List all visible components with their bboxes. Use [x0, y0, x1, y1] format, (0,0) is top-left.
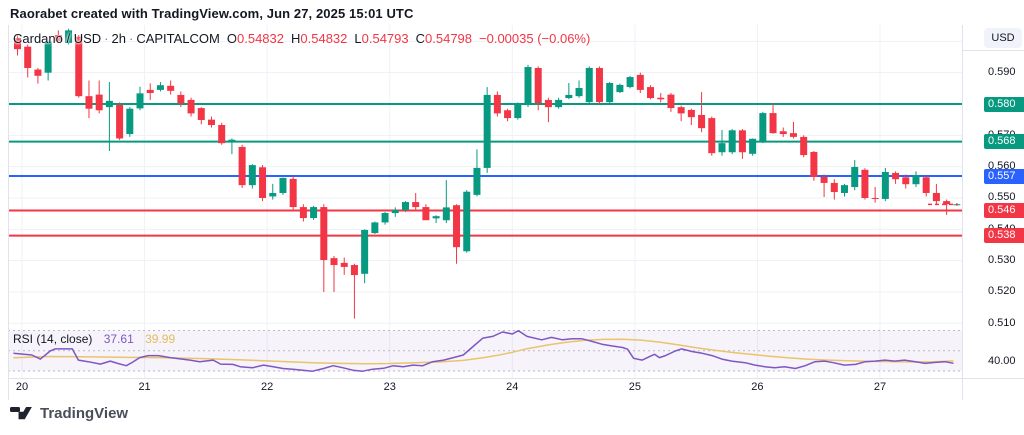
ohlc-values: O0.54832 H0.54832 L0.54793 C0.54798: [220, 31, 472, 46]
exchange-label: CAPITALCOM: [136, 31, 220, 46]
ohlc-key: O: [226, 31, 237, 46]
ohlc-key: C: [415, 31, 426, 46]
price-level-badge: 0.580: [984, 96, 1024, 112]
legend-separator: ·: [104, 31, 109, 46]
ohlc-value: 0.54832: [300, 31, 348, 46]
price-axis-label: 0.590: [988, 66, 1016, 79]
price-axis-label: 0.510: [988, 316, 1016, 329]
price-level-badge: 0.538: [984, 228, 1024, 244]
price-level-badge: 0.557: [984, 168, 1024, 184]
ohlc-value: 0.54793: [361, 31, 409, 46]
time-axis-label: 26: [751, 381, 764, 393]
rsi-params: (14, close): [36, 332, 93, 346]
time-axis-label: 21: [138, 381, 151, 393]
symbol-title[interactable]: Cardano / USD: [13, 31, 102, 46]
tradingview-logo-icon: [10, 406, 32, 419]
rsi-axis-tick: 40.00: [988, 355, 1016, 367]
currency-button[interactable]: USD: [984, 28, 1022, 48]
rsi-ma-value: 39.99: [145, 332, 176, 346]
axis-header-border: [962, 50, 1024, 51]
snapshot-attribution-text: Raorabet created with TradingView.com, J…: [10, 6, 414, 21]
price-level-badge: 0.568: [984, 134, 1024, 150]
price-level-badge: 0.546: [984, 203, 1024, 219]
tradingview-attribution[interactable]: TradingView: [10, 405, 128, 422]
time-axis-label: 20: [15, 381, 29, 393]
symbol-legend: Cardano / USD · 2h · CAPITALCOM O0.54832 H0.54…: [13, 31, 590, 46]
time-axis-border: [8, 378, 1024, 379]
price-axis-label: 0.550: [988, 191, 1016, 204]
ohlc-value: 0.54832: [237, 31, 284, 46]
ohlc-key: H: [291, 31, 301, 46]
rsi-title: RSI: [13, 332, 34, 346]
time-axis-label: 24: [506, 381, 519, 393]
rsi-value: 37.61: [103, 332, 134, 346]
ohlc-value: 0.54798: [425, 31, 473, 46]
time-axis-label: 27: [873, 381, 887, 393]
ohlc-key: L: [354, 31, 362, 46]
plot-left-border: [8, 25, 9, 400]
tradingview-logo-text: TradingView: [40, 405, 129, 422]
time-axis-label: 25: [628, 381, 641, 393]
price-axis-label: 0.530: [988, 254, 1016, 267]
legend-separator: ·: [128, 31, 134, 46]
time-axis-label: 23: [383, 381, 396, 393]
price-chart-canvas[interactable]: [8, 25, 962, 378]
interval-label[interactable]: 2h: [111, 31, 126, 46]
rsi-legend: RSI (14, close) 37.61 39.99: [13, 332, 175, 346]
change-value: −0.00035 (−0.06%): [479, 31, 591, 46]
price-axis-border: [962, 25, 963, 400]
price-axis-label: 0.520: [988, 285, 1016, 298]
time-axis-label: 22: [261, 381, 274, 393]
